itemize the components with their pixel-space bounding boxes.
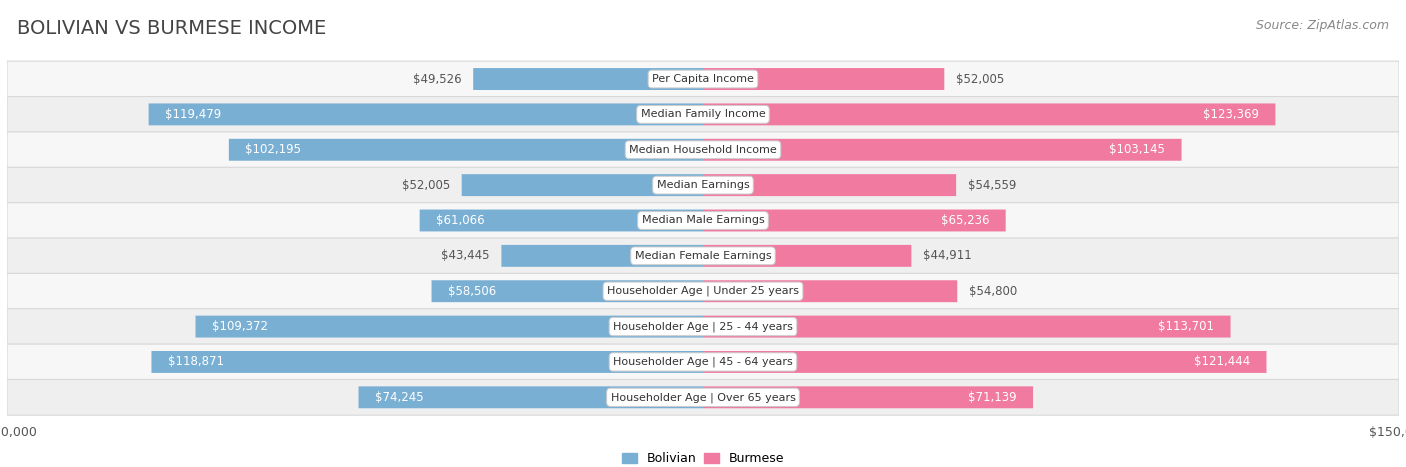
Text: $118,871: $118,871 [167,355,224,368]
FancyBboxPatch shape [149,103,703,125]
Text: Median Earnings: Median Earnings [657,180,749,190]
Text: Source: ZipAtlas.com: Source: ZipAtlas.com [1256,19,1389,32]
Text: $52,005: $52,005 [956,72,1004,85]
Text: $119,479: $119,479 [165,108,221,121]
FancyBboxPatch shape [7,238,1399,274]
FancyBboxPatch shape [474,68,703,90]
FancyBboxPatch shape [703,351,1267,373]
Text: $102,195: $102,195 [245,143,301,156]
Text: Householder Age | Under 25 years: Householder Age | Under 25 years [607,286,799,297]
Text: $54,800: $54,800 [969,285,1017,298]
FancyBboxPatch shape [703,316,1230,338]
Text: $61,066: $61,066 [436,214,485,227]
Text: $109,372: $109,372 [212,320,267,333]
Text: Median Household Income: Median Household Income [628,145,778,155]
Text: $52,005: $52,005 [402,178,450,191]
Text: Median Female Earnings: Median Female Earnings [634,251,772,261]
FancyBboxPatch shape [703,210,1005,232]
FancyBboxPatch shape [152,351,703,373]
FancyBboxPatch shape [419,210,703,232]
Text: $65,236: $65,236 [941,214,990,227]
FancyBboxPatch shape [359,386,703,408]
Text: Median Male Earnings: Median Male Earnings [641,215,765,226]
Text: BOLIVIAN VS BURMESE INCOME: BOLIVIAN VS BURMESE INCOME [17,19,326,38]
FancyBboxPatch shape [703,245,911,267]
Text: $71,139: $71,139 [969,391,1017,404]
Text: Per Capita Income: Per Capita Income [652,74,754,84]
Text: $58,506: $58,506 [447,285,496,298]
FancyBboxPatch shape [703,103,1275,125]
Text: $49,526: $49,526 [413,72,461,85]
FancyBboxPatch shape [229,139,703,161]
FancyBboxPatch shape [7,97,1399,132]
FancyBboxPatch shape [7,273,1399,309]
FancyBboxPatch shape [7,167,1399,203]
FancyBboxPatch shape [703,68,945,90]
FancyBboxPatch shape [703,174,956,196]
FancyBboxPatch shape [703,386,1033,408]
Text: $121,444: $121,444 [1194,355,1250,368]
FancyBboxPatch shape [432,280,703,302]
Text: $44,911: $44,911 [922,249,972,262]
FancyBboxPatch shape [502,245,703,267]
Text: $43,445: $43,445 [441,249,489,262]
Text: Median Family Income: Median Family Income [641,109,765,120]
FancyBboxPatch shape [703,139,1181,161]
FancyBboxPatch shape [7,203,1399,238]
Text: $123,369: $123,369 [1204,108,1260,121]
FancyBboxPatch shape [7,309,1399,345]
FancyBboxPatch shape [7,344,1399,380]
FancyBboxPatch shape [195,316,703,338]
Text: Householder Age | Over 65 years: Householder Age | Over 65 years [610,392,796,403]
FancyBboxPatch shape [703,280,957,302]
FancyBboxPatch shape [7,380,1399,415]
Text: $103,145: $103,145 [1109,143,1166,156]
Text: Householder Age | 25 - 44 years: Householder Age | 25 - 44 years [613,321,793,332]
FancyBboxPatch shape [7,132,1399,168]
Text: Householder Age | 45 - 64 years: Householder Age | 45 - 64 years [613,357,793,367]
Legend: Bolivian, Burmese: Bolivian, Burmese [621,452,785,465]
FancyBboxPatch shape [461,174,703,196]
Text: $54,559: $54,559 [967,178,1017,191]
Text: $113,701: $113,701 [1159,320,1215,333]
FancyBboxPatch shape [7,61,1399,97]
Text: $74,245: $74,245 [375,391,423,404]
